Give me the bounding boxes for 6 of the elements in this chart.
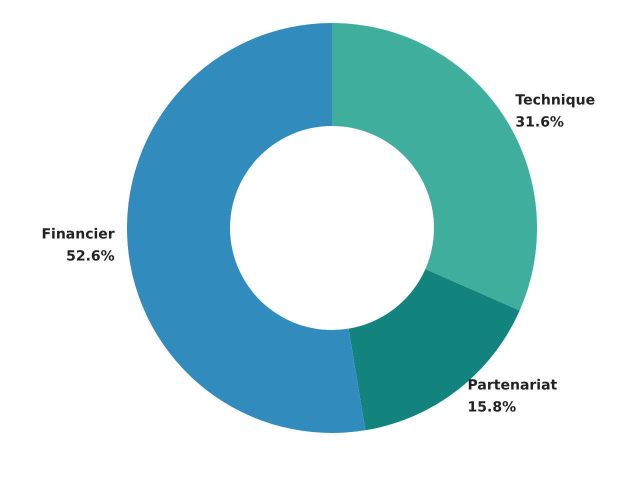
data-label: 15.8% [468, 399, 516, 416]
data-label: 52.6% [66, 248, 115, 264]
slice-label: Technique [515, 92, 596, 109]
slice-label: Partenariat [468, 377, 558, 394]
data-label: 31.6% [515, 114, 564, 131]
slice-label: Financier [41, 226, 115, 242]
